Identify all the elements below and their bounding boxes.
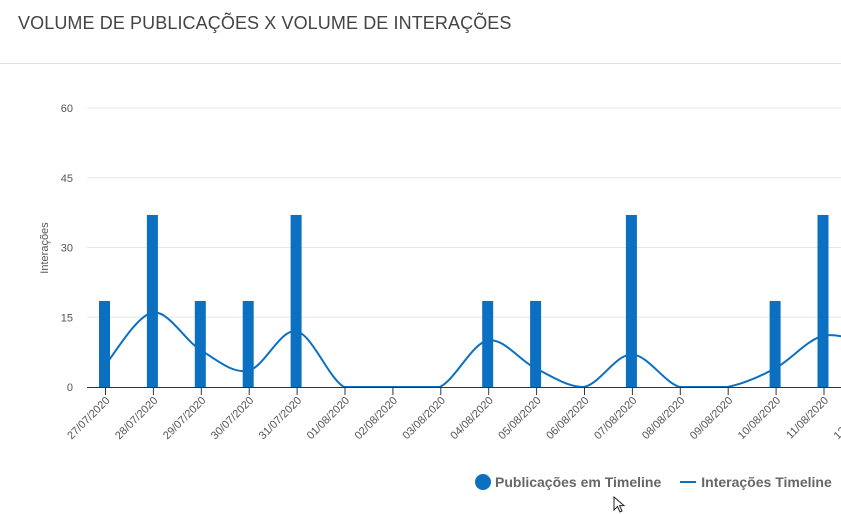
y-tick-label: 15 [61, 312, 73, 324]
bar[interactable] [530, 301, 541, 387]
mouse-pointer-icon [613, 496, 627, 514]
legend-label-publicacoes: Publicações em Timeline [495, 474, 661, 490]
line-series-interacoes [105, 312, 841, 387]
x-tick-label: 27/07/2020 [65, 395, 112, 442]
x-tick-label: 03/08/2020 [401, 395, 448, 442]
x-tick-label: 08/08/2020 [640, 395, 687, 442]
bar[interactable] [818, 215, 829, 387]
grid-lines [87, 108, 841, 317]
line-icon [680, 481, 696, 483]
x-tick-label: 06/08/2020 [544, 395, 591, 442]
x-tick-label: 30/07/2020 [209, 395, 256, 442]
legend: Publicações em Timeline Interações Timel… [475, 474, 832, 490]
y-tick-label: 0 [67, 382, 73, 394]
circle-icon [475, 474, 491, 490]
x-tick-label: 04/08/2020 [448, 395, 495, 442]
x-tick-label: 02/08/2020 [353, 395, 400, 442]
x-tick-label: 07/08/2020 [592, 395, 639, 442]
x-tick-label: 31/07/2020 [257, 395, 304, 442]
x-tick-label: 01/08/2020 [305, 395, 352, 442]
bar[interactable] [195, 301, 206, 387]
bar[interactable] [482, 301, 493, 387]
x-tick-label: 10/08/2020 [736, 395, 783, 442]
y-axis-ticks: 0 15 30 45 60 [61, 103, 73, 394]
y-tick-label: 30 [61, 243, 73, 255]
bar[interactable] [243, 301, 254, 387]
x-tick-label: 12/08/2020 [832, 395, 841, 442]
legend-item-interacoes[interactable]: Interações Timeline [680, 474, 831, 490]
x-tick-label: 11/08/2020 [784, 395, 831, 442]
x-tick-label: 28/07/2020 [113, 395, 160, 442]
legend-item-publicacoes[interactable]: Publicações em Timeline [475, 474, 661, 490]
bar[interactable] [291, 215, 302, 387]
bar[interactable] [147, 215, 158, 387]
x-tick-label: 09/08/2020 [688, 395, 735, 442]
y-axis-label: Interações [39, 222, 51, 274]
x-tick-label: 29/07/2020 [161, 395, 208, 442]
y-tick-label: 45 [61, 173, 73, 185]
bar[interactable] [770, 301, 781, 387]
y-tick-label: 60 [61, 103, 73, 115]
bar[interactable] [626, 215, 637, 387]
bar[interactable] [99, 301, 110, 387]
legend-label-interacoes: Interações Timeline [701, 474, 831, 490]
x-tick-label: 05/08/2020 [496, 395, 543, 442]
